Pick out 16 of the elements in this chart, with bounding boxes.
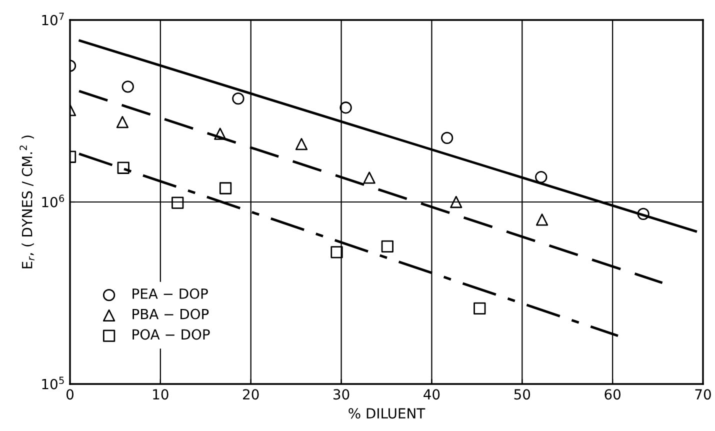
legend-label: PEA − DOP [132, 288, 208, 299]
x-tick-label: 0 [66, 389, 74, 400]
legend-label: PBA − DOP [132, 308, 209, 320]
x-tick-label: 70 [695, 389, 711, 400]
x-tick-label: 10 [153, 389, 168, 400]
y-tick-label: 10$^{7}$ [42, 12, 64, 26]
x-tick-label: 50 [514, 389, 530, 400]
x-tick-label: 60 [604, 389, 620, 400]
x-axis-title: % DILUENT [348, 408, 426, 419]
y-tick-label: 10$^{6}$ [42, 194, 64, 208]
x-tick-label: 30 [334, 389, 350, 400]
y-axis-title: E$_{r}$, ( DYNES / CM.$^{2}$ ) [20, 136, 34, 268]
x-tick-label: 20 [243, 389, 259, 400]
y-tick-label: 10$^{5}$ [42, 376, 64, 390]
legend-label: POA − DOP [132, 329, 210, 340]
x-tick-label: 40 [424, 389, 440, 400]
